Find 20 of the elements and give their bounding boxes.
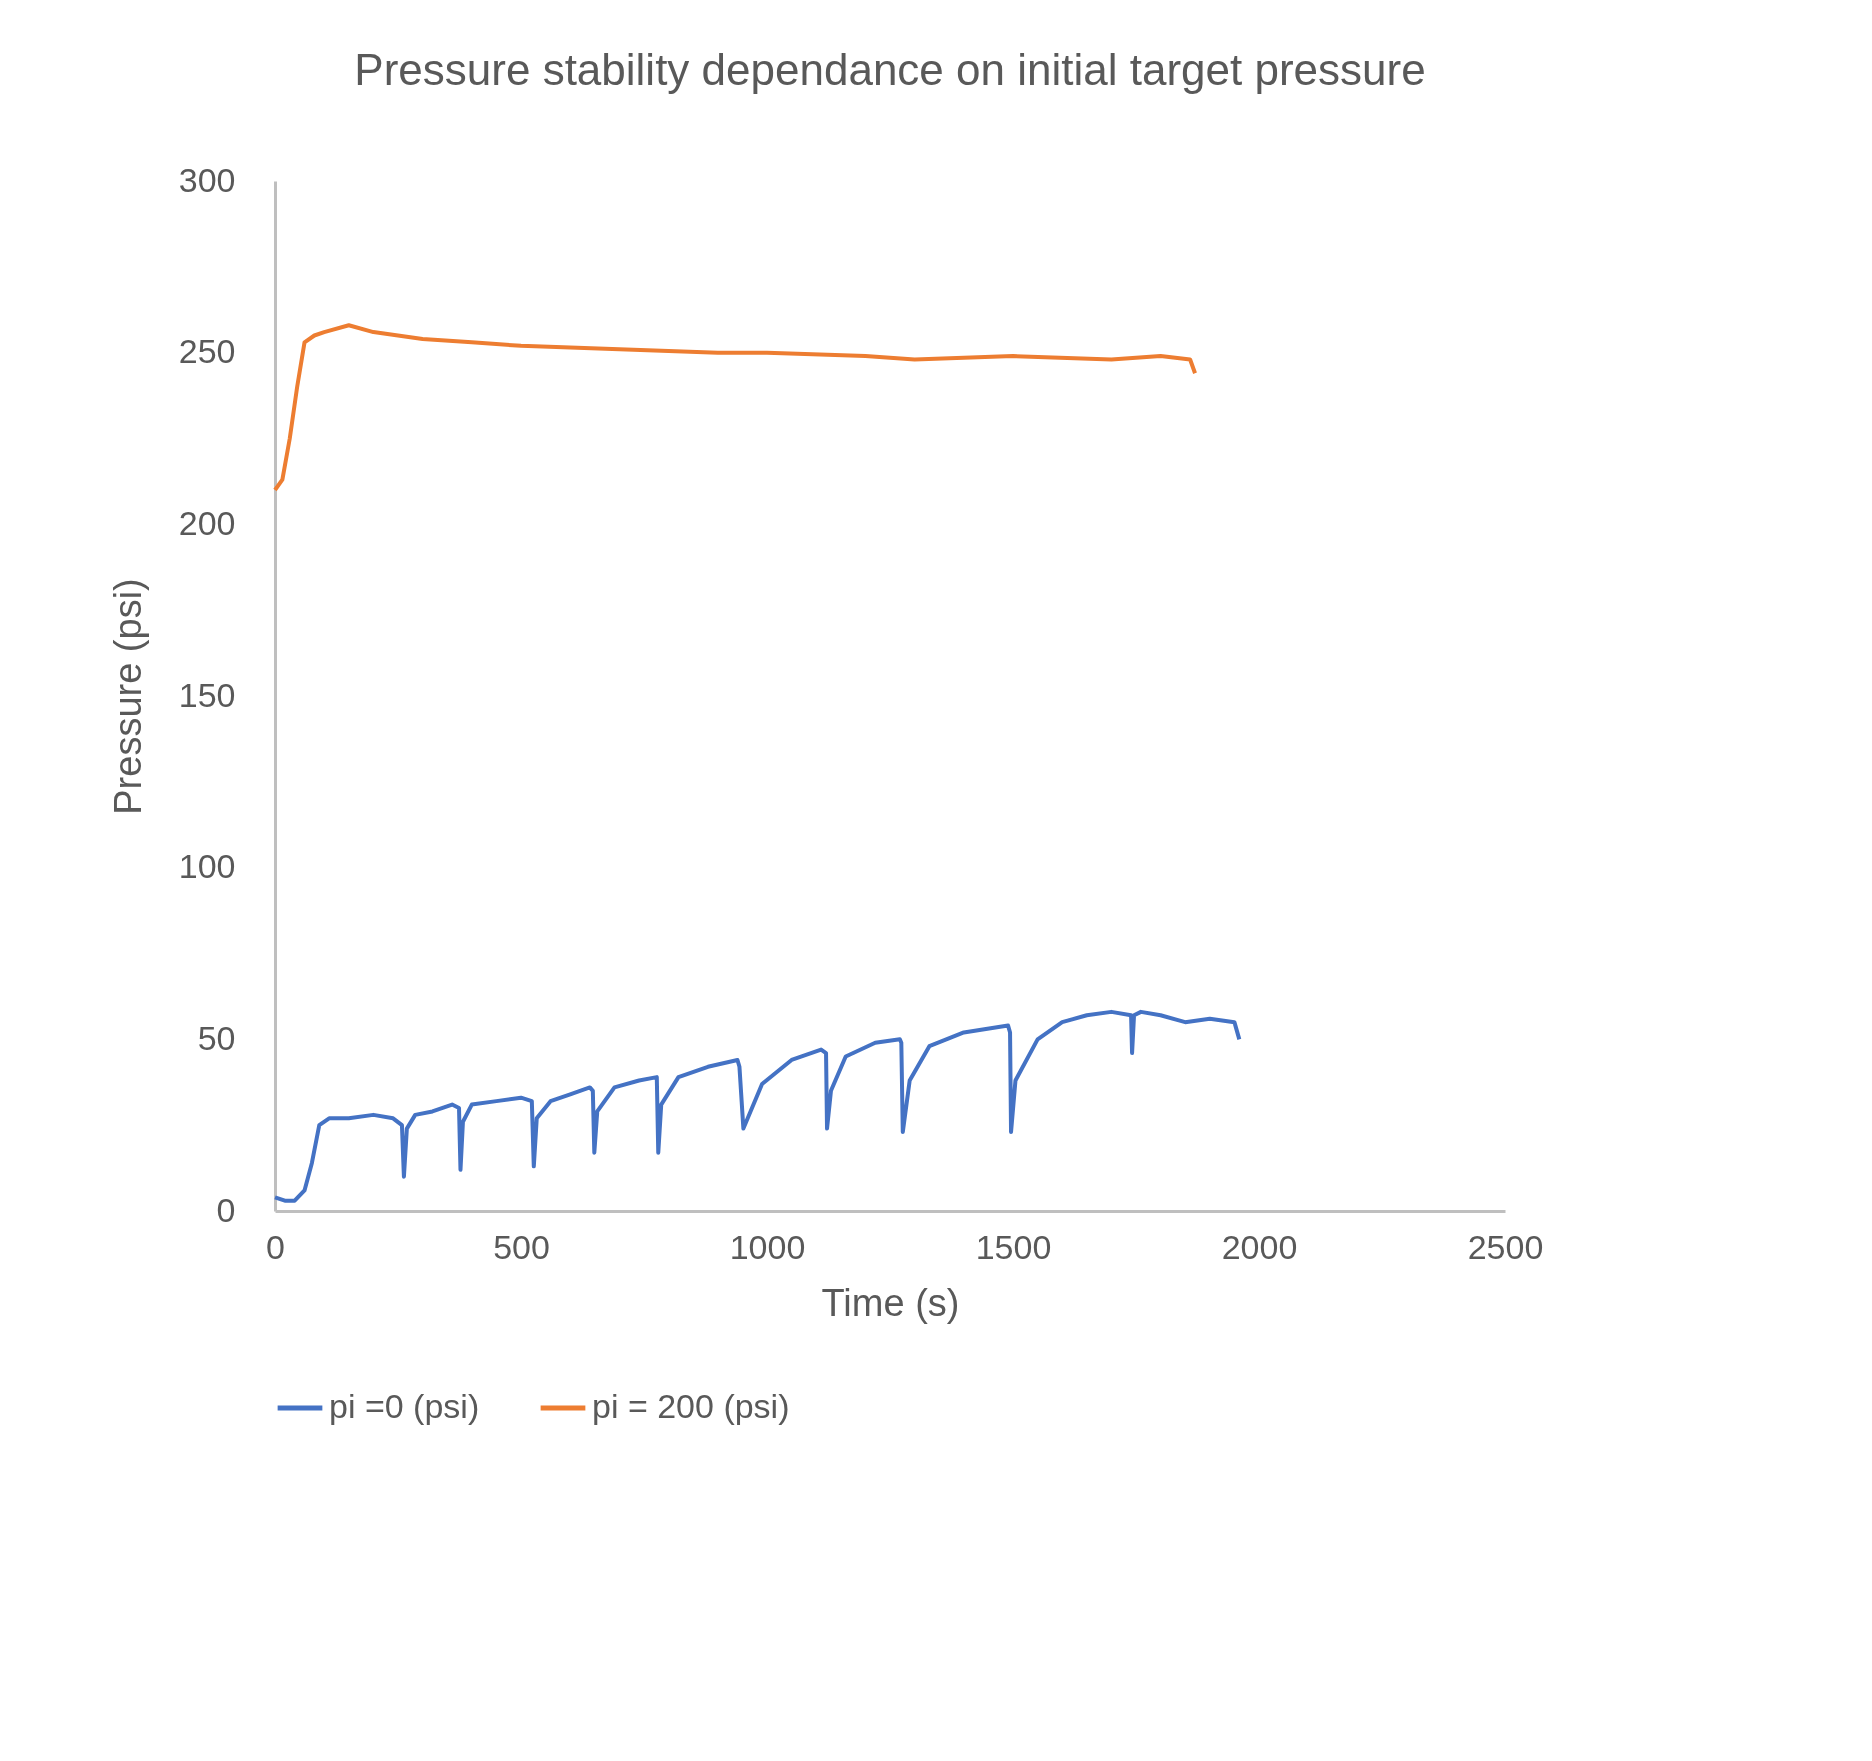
y-axis-title: Pressure (psi) — [106, 578, 149, 815]
x-tick-label: 0 — [266, 1227, 285, 1266]
y-tick-label: 250 — [178, 332, 236, 371]
chart-title: Pressure stability dependance on initial target pressure — [354, 45, 1426, 94]
y-tick-label: 200 — [178, 503, 236, 542]
x-tick-label: 500 — [493, 1227, 550, 1266]
x-axis-title: Time (s) — [821, 1281, 960, 1324]
y-tick-label: 0 — [216, 1190, 236, 1229]
legend-label: pi = 200 (psi) — [592, 1387, 790, 1425]
line-series — [273, 323, 1198, 492]
line-series — [273, 1009, 1242, 1203]
x-tick-label: 1500 — [975, 1227, 1052, 1266]
legend-label: pi =0 (psi) — [329, 1387, 480, 1425]
y-tick-label: 300 — [178, 160, 236, 199]
x-tick-label: 1000 — [729, 1227, 806, 1266]
x-tick-label: 2500 — [1467, 1227, 1544, 1266]
y-tick-label: 100 — [178, 847, 236, 886]
y-tick-label: 50 — [197, 1018, 236, 1057]
x-tick-label: 2000 — [1221, 1227, 1298, 1266]
y-tick-label: 150 — [178, 675, 236, 714]
